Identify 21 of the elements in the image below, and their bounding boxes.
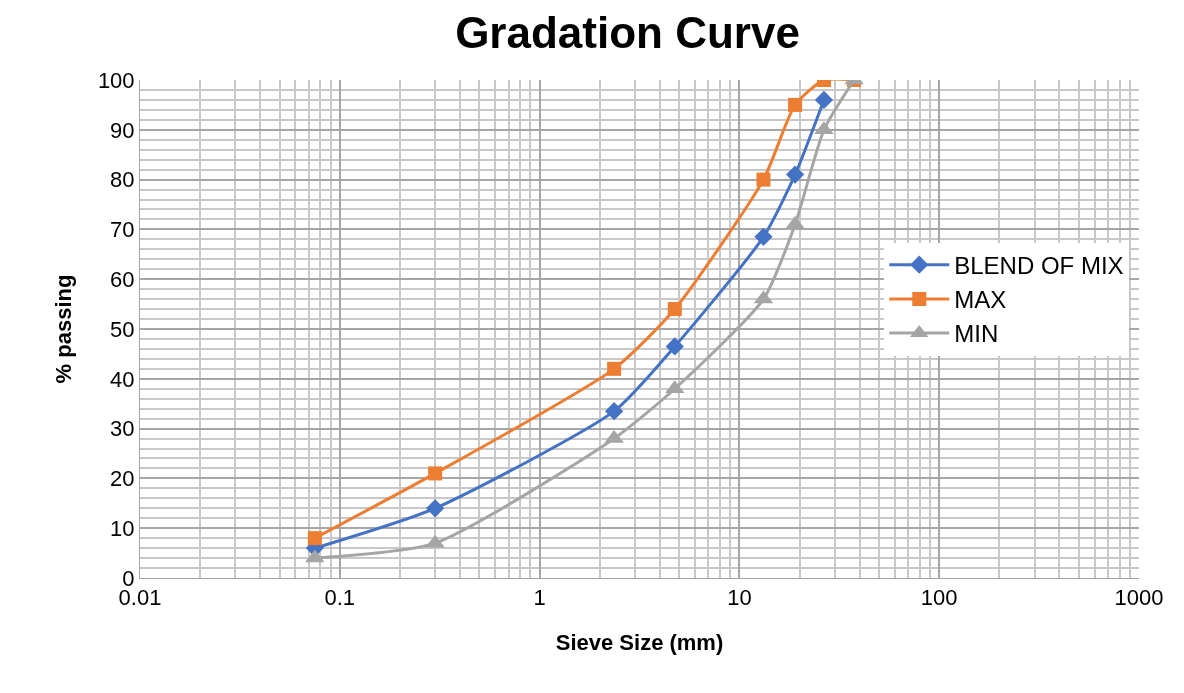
x-tick-label: 1000 (1114, 585, 1164, 611)
x-tick-label: 1 (533, 585, 546, 611)
x-tick-label: 0.1 (324, 585, 356, 611)
y-tick-label: 80 (110, 167, 135, 193)
y-tick-label: 40 (110, 366, 135, 392)
y-tick-label: 90 (110, 117, 135, 143)
y-tick-label: 20 (110, 466, 135, 492)
y-tick-label: 30 (110, 416, 135, 442)
y-tick-label: 10 (110, 515, 135, 541)
x-axis-title: Sieve Size (mm) (555, 630, 724, 656)
y-tick-label: 70 (110, 217, 135, 243)
x-tick-label: 100 (920, 585, 958, 611)
x-tick-label: 10 (727, 585, 752, 611)
y-tick-label: 50 (110, 316, 135, 342)
y-tick-label: 100 (97, 67, 135, 93)
legend-label: MIN (954, 320, 999, 348)
y-axis-title: % passing (50, 274, 76, 384)
legend-label: BLEND OF MIX (954, 252, 1124, 280)
y-tick-label: 60 (110, 266, 135, 292)
chart-title: Gradation Curve (455, 8, 800, 58)
legend-label: MAX (954, 286, 1007, 314)
